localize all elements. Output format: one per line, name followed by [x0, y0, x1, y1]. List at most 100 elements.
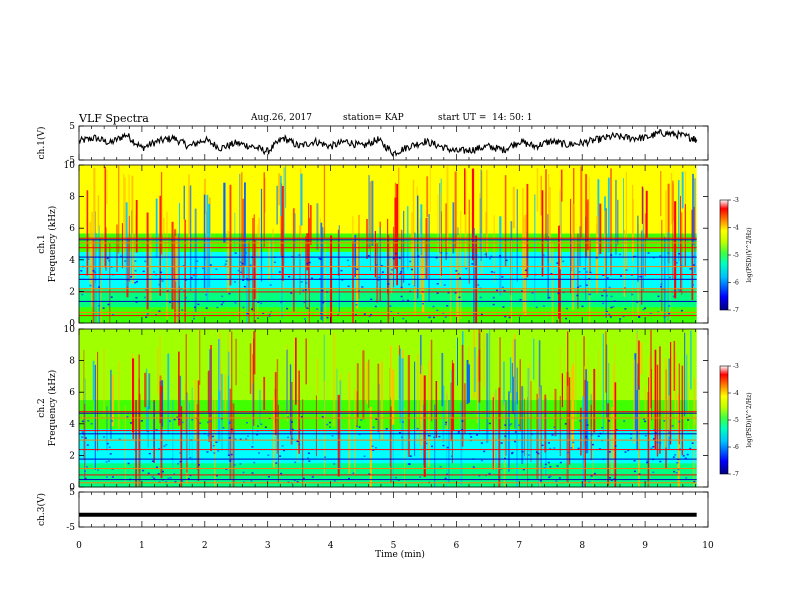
spectrogram-band	[79, 199, 697, 203]
spectrogram-speckle	[321, 290, 324, 292]
spectrogram-speckle	[179, 452, 182, 454]
spectrogram-speckle	[504, 457, 506, 460]
spectrogram-streak	[593, 368, 596, 433]
spectrogram-line	[79, 458, 697, 460]
spectrogram-streak	[392, 369, 395, 425]
spectrogram-speckle	[212, 445, 215, 447]
spectrogram-streak	[157, 347, 159, 395]
spectrogram-speckle	[158, 448, 161, 450]
spectrogram-streak	[479, 193, 481, 230]
spectrogram-speckle	[234, 281, 236, 283]
spectrogram-speckle	[251, 308, 253, 310]
spectrogram-streak	[209, 349, 212, 418]
spectrogram-streak	[276, 185, 278, 225]
spectrogram-streak	[224, 374, 226, 415]
spectrogram-speckle	[579, 420, 582, 422]
spectrogram-speckle	[118, 438, 121, 440]
spectrogram-speckle	[368, 315, 371, 318]
spectrogram-speckle	[81, 420, 84, 423]
spectrogram-speckle	[416, 427, 419, 430]
spectrogram-streak	[183, 185, 185, 220]
spectrogram-speckle	[610, 295, 613, 298]
spectrogram-band	[79, 384, 697, 388]
spectrogram-streak	[286, 349, 288, 414]
spectrogram-streak	[155, 198, 158, 258]
spectrogram-band	[79, 479, 697, 483]
spectrogram-band	[79, 439, 697, 443]
spectrogram-streak	[392, 407, 394, 487]
spectrogram-speckle	[184, 297, 187, 299]
spectrogram-speckle	[233, 464, 236, 466]
spectrogram-band	[79, 471, 697, 475]
spectrogram-streak	[132, 400, 134, 440]
spectrogram-streak	[294, 213, 296, 249]
spectrogram-streak	[223, 182, 226, 243]
spectrogram-speckle	[539, 479, 542, 482]
spectrogram-speckle	[409, 455, 412, 457]
spectrogram-streak	[667, 395, 670, 437]
spectrogram-speckle	[155, 466, 158, 468]
spectrogram-streak	[687, 381, 689, 434]
spectrogram-streak	[188, 187, 190, 242]
spectrogram-streak	[634, 353, 637, 431]
spectrogram-streak	[512, 339, 515, 376]
spectrogram-streak	[460, 211, 462, 319]
colorbar-tick-label: -3	[733, 363, 739, 370]
spectrogram-speckle	[179, 460, 182, 463]
spectrogram-streak	[435, 381, 438, 438]
spectrogram-speckle	[90, 423, 93, 425]
spectrogram-streak	[323, 380, 325, 476]
y-tick-label: 0	[69, 483, 75, 493]
x-tick-label: 8	[579, 541, 585, 551]
spectrogram-speckle	[633, 460, 636, 462]
spectrogram-speckle	[659, 460, 662, 463]
spectrogram-speckle	[190, 277, 193, 279]
spectrogram-speckle	[502, 306, 505, 308]
spectrogram-streak	[602, 333, 604, 435]
y-tick-label: 6	[69, 388, 75, 398]
spectrogram-speckle	[685, 477, 688, 479]
spectrogram-speckle	[375, 418, 378, 420]
spectrogram-speckle	[136, 280, 138, 283]
spectrogram-speckle	[176, 416, 179, 419]
spectrogram-streak	[390, 406, 392, 483]
spectrogram-streak	[354, 235, 357, 278]
y-tick-label: 5	[69, 122, 75, 132]
spectrogram-speckle	[472, 466, 475, 468]
spectrogram-streak	[185, 334, 187, 435]
spectrogram-streak	[632, 199, 634, 254]
spectrogram-speckle	[444, 477, 447, 480]
spectrogram-streak	[468, 199, 470, 284]
spectrogram-speckle	[595, 257, 598, 259]
spectrogram-speckle	[598, 448, 601, 450]
spectrogram-speckle	[162, 470, 164, 473]
chart-start-time: start UT = 14: 50: 1	[438, 113, 533, 123]
spectrogram-speckle	[251, 472, 254, 474]
spectrogram-streak	[394, 197, 397, 269]
spectrogram-speckle	[649, 312, 652, 314]
spectrogram-speckle	[298, 443, 301, 446]
spectrogram-band	[79, 172, 697, 176]
spectrogram-streak	[422, 239, 425, 314]
spectrogram-speckle	[524, 269, 527, 272]
spectrogram-speckle	[213, 452, 216, 454]
spectrogram-streak	[607, 177, 610, 253]
spectrogram-streak	[516, 392, 518, 487]
spectrogram-streak	[273, 397, 275, 468]
spectrogram-speckle	[407, 299, 409, 302]
spectrogram-streak	[678, 180, 680, 262]
spectrogram-streak	[356, 391, 358, 427]
spectrogram-speckle	[614, 445, 617, 447]
x-tick-label: 2	[202, 541, 208, 551]
spectrogram-speckle	[620, 275, 622, 277]
spectrogram-speckle	[189, 456, 192, 459]
spectrogram-speckle	[638, 316, 640, 318]
spectrogram-speckle	[298, 254, 301, 256]
spectrogram-streak	[481, 171, 483, 253]
spectrogram-streak	[398, 355, 401, 412]
spectrogram-speckle	[436, 309, 439, 312]
spectrogram-streak	[109, 242, 111, 323]
spectrogram-streak	[625, 171, 627, 271]
spectrogram-speckle	[192, 274, 195, 277]
spectrogram-speckle	[677, 288, 680, 291]
